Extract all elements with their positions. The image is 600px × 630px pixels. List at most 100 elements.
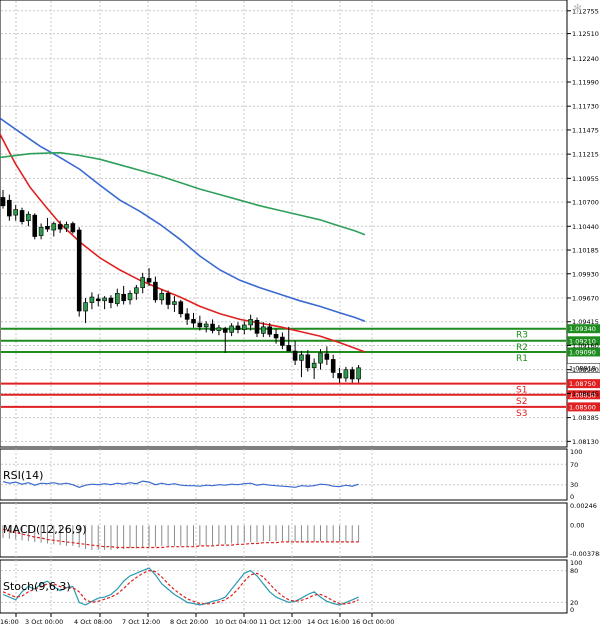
candle-body-down <box>153 281 158 301</box>
level-price-label-r1: 1.09090 <box>569 348 596 356</box>
last-price-box <box>566 363 600 373</box>
indicator-title: MACD(12,26,9) <box>3 523 87 536</box>
candle-body-up <box>242 324 247 330</box>
candle-body-up <box>311 362 317 369</box>
candle-body-down <box>280 336 285 346</box>
candles <box>0 189 361 383</box>
candle-body-down <box>191 319 196 324</box>
price-tick-label: 1.08385 <box>572 414 599 422</box>
level-name-s3: S3 <box>516 409 527 419</box>
time-tick-label: 4 Oct 08:00 <box>74 618 112 626</box>
candle-body-down <box>146 278 152 283</box>
indicator-panels: 100 70 30 0 RSI(14) 0.00246 0.00 -0.003788 MACD(… <box>0 448 600 614</box>
candle-body-down <box>121 293 126 302</box>
indicator-title: Stoch(9,6,3) <box>3 580 71 593</box>
indicator-tick-label: 0 <box>570 606 574 614</box>
candle-body-down <box>178 301 184 315</box>
candle-body-up <box>83 302 88 312</box>
candle-body-up <box>102 297 107 302</box>
candle-body-up <box>13 209 18 216</box>
macd-signal-line <box>2 528 359 549</box>
level-name-r2: R2 <box>516 343 528 353</box>
candle-body-up <box>172 301 177 305</box>
candle-body-up <box>134 287 139 294</box>
candle-body-up <box>140 277 145 289</box>
price-tick-label: 1.10185 <box>572 247 599 255</box>
indicator-title: RSI(14) <box>3 469 43 482</box>
candle-body-up <box>38 226 44 236</box>
indicator-tick-label: -0.003788 <box>570 550 600 558</box>
time-tick-label: 16:00 <box>0 618 19 626</box>
candle-body-down <box>108 297 114 303</box>
settings-gear-icon[interactable]: ✻ <box>573 2 583 15</box>
candle-body-down <box>292 350 298 361</box>
level-price-label-s3: 1.08500 <box>569 403 596 411</box>
candle-body-down <box>324 353 330 360</box>
candle-body-up <box>318 352 323 364</box>
indicator-tick-label: 0 <box>570 493 574 501</box>
candle-body-up <box>356 367 361 380</box>
moving-average-line-3 <box>0 151 366 236</box>
candle-body-down <box>19 210 25 222</box>
indicator-tick-label: 0.00 <box>570 522 584 530</box>
time-tick-label: 11 Oct 12:00 <box>259 618 301 626</box>
price-tick-label: 1.09415 <box>572 318 599 326</box>
candle-body-down <box>349 369 355 380</box>
stoch-main-line <box>2 567 359 606</box>
level-price-box-s3 <box>567 402 600 412</box>
moving-averages <box>0 117 366 353</box>
level-price-box-s1 <box>567 379 600 389</box>
price-tick-label: 1.12510 <box>572 30 599 38</box>
candle-body-down <box>305 354 311 369</box>
candle-body-up <box>89 296 95 303</box>
price-tick-label: 1.09160 <box>572 342 599 350</box>
price-tick-label: 1.11475 <box>572 126 599 134</box>
price-tick-label: 1.10440 <box>572 223 599 231</box>
stoch-signal-line <box>2 569 359 605</box>
candle-body-down <box>57 224 63 230</box>
price-tick-label: 1.08130 <box>572 438 599 446</box>
candle-body-down <box>76 229 82 312</box>
moving-average-line-2 <box>0 117 366 323</box>
candle-body-down <box>330 359 336 373</box>
candle-body-up <box>51 223 57 231</box>
time-tick-label: 3 Oct 00:00 <box>25 618 63 626</box>
indicator-tick-label: 100 <box>570 448 582 456</box>
indicator-panel-frame <box>0 502 568 558</box>
candle-body-down <box>197 322 203 328</box>
candle-body-down <box>254 320 260 334</box>
candle-body-up <box>229 325 234 333</box>
level-name-s1: S1 <box>516 386 527 396</box>
candle-body-up <box>64 224 69 229</box>
rsi-line <box>2 480 359 488</box>
candle-body-down <box>184 313 190 320</box>
candle-body-up <box>159 293 165 301</box>
level-name-r1: R1 <box>516 354 528 364</box>
level-price-label-s1: 1.08750 <box>569 380 596 388</box>
price-tick-label: 1.10700 <box>572 199 599 207</box>
candle-body-up <box>115 293 120 304</box>
level-price-label-r3: 1.09340 <box>569 325 596 333</box>
indicator-panel-frame <box>0 559 568 614</box>
candle-body-down <box>210 323 215 331</box>
candle-body-up <box>203 323 209 328</box>
candle-body-down <box>273 333 279 339</box>
price-tick-label: 1.08900 <box>572 366 599 374</box>
pivot-levels: R3 1.09340 R2 1.09210 R1 1.09090 S1 1.08750 S2 1.… <box>1 324 600 419</box>
time-tick-label: 7 Oct 12:00 <box>122 618 160 626</box>
main-panel-frame <box>0 0 568 448</box>
candle-body-up <box>261 326 266 334</box>
candle-body-down <box>0 197 6 207</box>
level-price-box-r2 <box>567 336 600 346</box>
price-tick-label: 1.09930 <box>572 270 599 278</box>
candle-body-up <box>216 327 222 331</box>
level-price-label-s2: 1.08630 <box>569 391 596 399</box>
indicator-tick-label: 80 <box>570 567 578 575</box>
price-tick-label: 1.10955 <box>572 175 599 183</box>
candle-body-up <box>248 319 253 326</box>
candle-body-down <box>7 199 12 217</box>
time-tick-label: 16 Oct 00:00 <box>352 618 394 626</box>
candle-body-down <box>32 214 38 237</box>
indicator-tick-label: 70 <box>570 461 578 469</box>
indicator-tick-label: 0.00246 <box>570 502 597 510</box>
